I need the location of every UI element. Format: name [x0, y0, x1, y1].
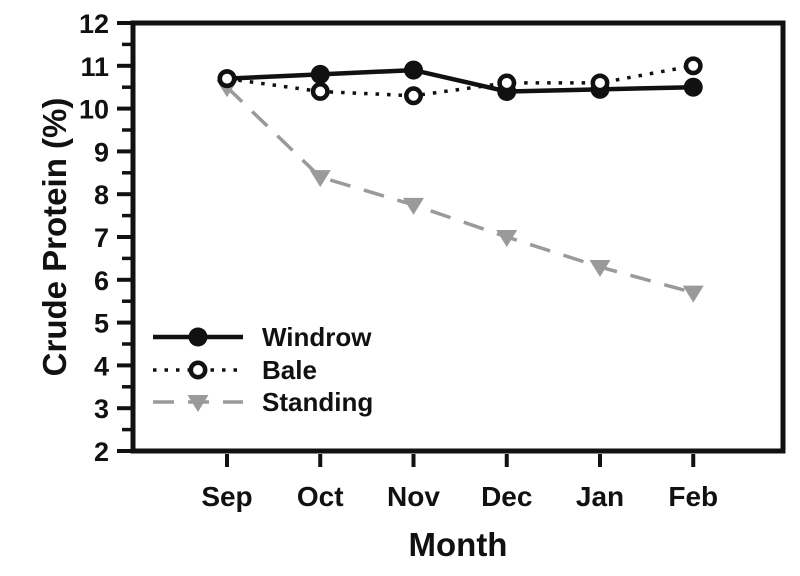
x-axis-tick-label: Feb [668, 481, 718, 512]
series-bale-marker [683, 56, 703, 76]
legend-bale-label: Bale [262, 355, 317, 385]
x-axis-tick-label: Dec [481, 481, 532, 512]
y-axis-tick-label: 5 [94, 309, 109, 339]
series-standing-line [225, 85, 694, 295]
y-axis-tick-label: 8 [94, 180, 109, 210]
series-windrow-marker [310, 64, 330, 84]
series-bale-marker [590, 73, 610, 93]
series-standing-marker [403, 197, 424, 215]
y-axis-tick-label: 7 [94, 223, 109, 253]
series-windrow-marker [683, 77, 703, 97]
x-axis-tick-label: Jan [576, 481, 624, 512]
y-axis-tick-label: 4 [94, 351, 109, 381]
legend-windrow-label: Windrow [262, 322, 372, 352]
y-axis-tick-label: 10 [79, 95, 109, 125]
y-axis-title: Crude Protein (%) [36, 98, 73, 377]
plot-frame [130, 20, 786, 454]
y-axis-tick-label: 11 [80, 52, 109, 82]
series-windrow-line [226, 67, 694, 94]
series-bale-marker [404, 86, 423, 106]
series-standing-marker [309, 170, 331, 188]
series-bale-marker [310, 82, 330, 101]
legend-standing-marker [187, 395, 209, 412]
x-axis-tick-label: Oct [297, 481, 344, 512]
x-axis-tick-label: Sep [201, 481, 252, 512]
legend-bale-marker [188, 360, 208, 380]
series-standing-marker [682, 285, 704, 303]
series-bale-marker [497, 73, 517, 93]
y-axis-tick-label: 3 [94, 394, 109, 424]
y-axis-tick-label: 12 [79, 9, 109, 39]
legend-standing-label: Standing [262, 387, 373, 417]
plot-area: 2 3 4 5 6 7 8 9 10 11 12 Sep Oct Nov Dec Jan Feb WindrowB… [79, 9, 786, 512]
legend-windrow-marker [188, 327, 208, 347]
series-bale-marker [217, 69, 237, 89]
series-standing-marker [496, 230, 518, 247]
series-windrow-marker [404, 60, 423, 80]
x-axis-title: Month [409, 526, 508, 563]
y-axis-tick-label: 6 [94, 266, 109, 296]
y-axis-tick-label: 9 [94, 137, 109, 167]
series-standing-marker [589, 259, 611, 277]
y-axis-tick-label: 2 [94, 437, 109, 467]
x-axis-tick-label: Nov [387, 481, 440, 512]
